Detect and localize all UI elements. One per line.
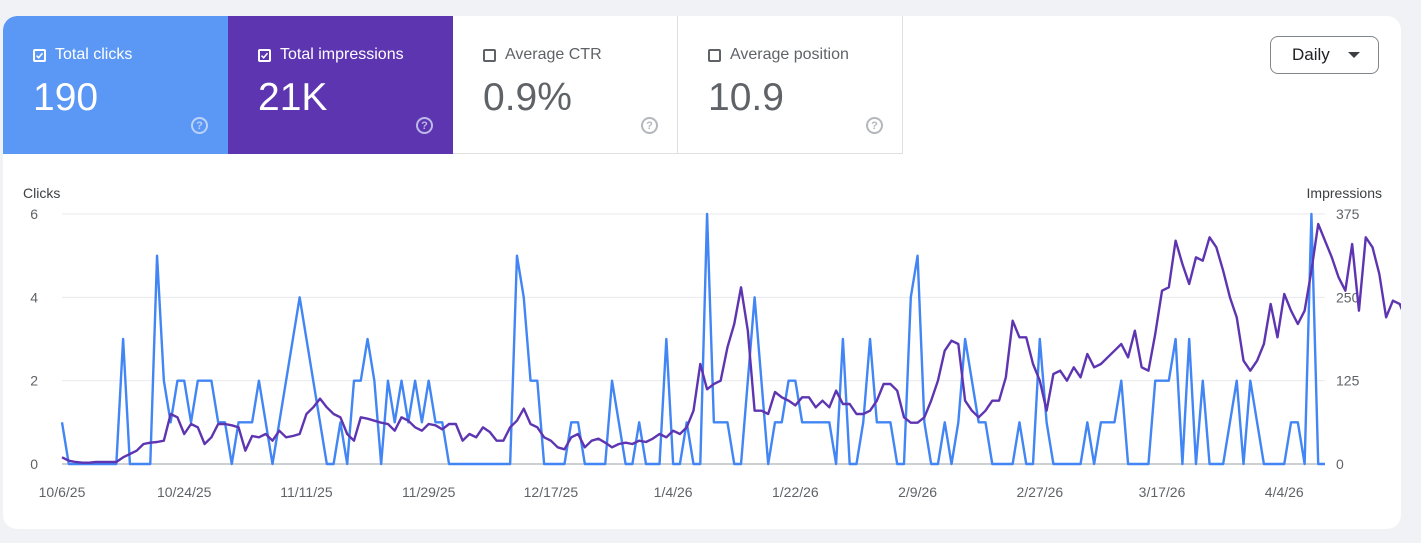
x-tick-label: 2/27/26 [1016,484,1063,500]
checkbox-unchecked-icon[interactable] [708,48,721,62]
dropdown-arrow-icon [1348,52,1360,58]
clicks-series-line [60,212,1325,466]
x-tick-label: 10/6/25 [39,484,86,500]
y-right-tick-label: 375 [1336,206,1360,222]
period-dropdown[interactable]: Daily [1270,36,1379,74]
metric-label: Average position [730,46,849,63]
y-right-tick-label: 125 [1336,373,1360,389]
x-tick-label: 4/4/26 [1265,484,1304,500]
right-axis-title: Impressions [1306,185,1382,201]
metric-total-impressions[interactable]: Total impressions 21K ? [228,16,453,154]
metric-label: Average CTR [505,46,602,63]
x-tick-label: 1/22/26 [772,484,819,500]
x-tick-label: 11/11/25 [280,484,333,500]
checkbox-checked-icon[interactable] [33,48,46,62]
checkbox-unchecked-icon[interactable] [483,48,496,62]
metric-label: Total clicks [55,46,133,63]
metric-label: Total impressions [280,46,404,63]
x-tick-label: 2/9/26 [898,484,937,500]
y-left-tick-label: 6 [30,206,38,222]
help-icon[interactable]: ? [416,117,433,134]
x-tick-label: 10/24/25 [157,484,212,500]
metric-value: 10.9 [708,76,784,119]
x-tick-label: 1/4/26 [654,484,693,500]
y-left-tick-label: 0 [30,456,38,472]
x-tick-label: 11/29/25 [402,484,456,500]
metric-value: 21K [258,76,328,119]
y-right-tick-label: 250 [1336,289,1360,305]
impressions-series-line [61,222,1401,464]
help-icon[interactable]: ? [191,117,208,134]
performance-chart: 0 2 4 6 0 125 250 375 10/6/25 10/24/25 11/11/25 11/… [30,206,1401,500]
metric-value: 190 [33,76,99,119]
y-left-tick-label: 2 [30,373,38,389]
metric-total-clicks[interactable]: Total clicks 190 ? [3,16,228,154]
checkbox-checked-icon[interactable] [258,48,271,62]
help-icon[interactable]: ? [641,117,658,134]
y-left-tick-label: 4 [30,289,38,305]
help-icon[interactable]: ? [866,117,883,134]
metric-average-ctr[interactable]: Average CTR 0.9% ? [453,16,678,154]
x-tick-label: 3/17/26 [1139,484,1186,500]
metric-value: 0.9% [483,76,572,119]
x-tick-label: 12/17/25 [524,484,579,500]
y-right-tick-label: 0 [1336,456,1344,472]
left-axis-title: Clicks [23,185,61,201]
period-dropdown-value: Daily [1292,45,1330,64]
performance-card: Total clicks 190 ? Total impressions 21K… [3,16,1401,529]
metric-average-position[interactable]: Average position 10.9 ? [678,16,903,154]
